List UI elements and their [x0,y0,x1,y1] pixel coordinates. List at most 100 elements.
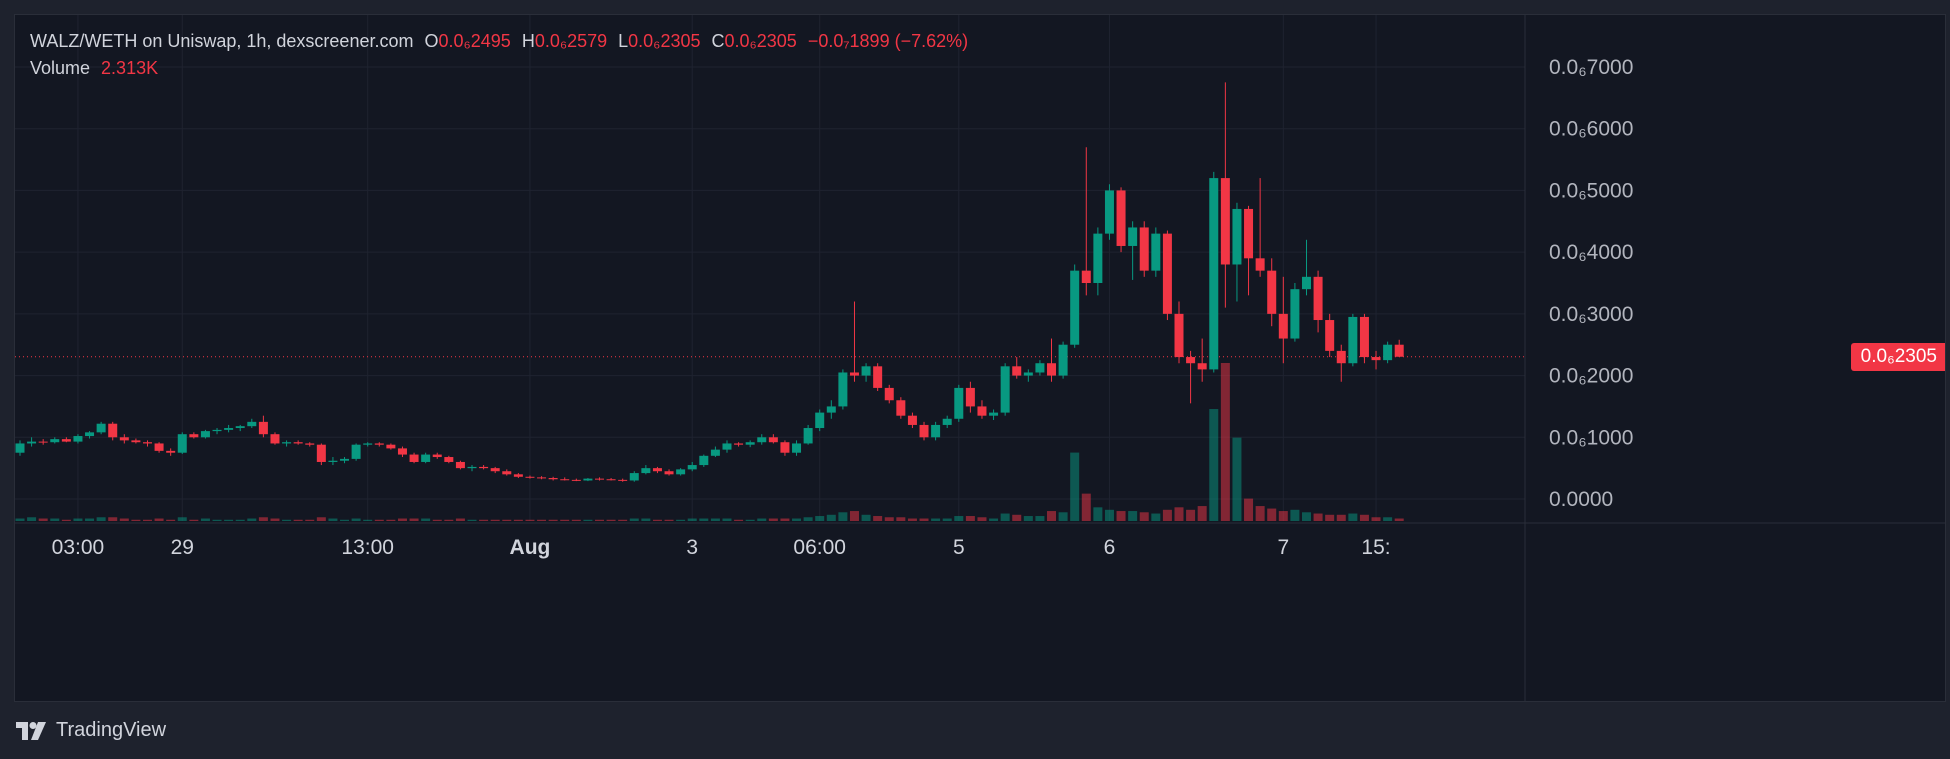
volume-bar [652,519,662,521]
volume-bar [826,514,836,521]
volume-bar [467,519,477,521]
volume-bar [618,519,628,521]
volume-bar [1070,452,1080,521]
candle-body [826,406,836,413]
volume-bar [525,519,535,521]
candle-body [270,434,280,444]
candle-body [421,454,431,462]
volume-bar [189,519,199,521]
price-tick-label: 0.0₆1000 [1549,426,1633,449]
candle-body [815,412,825,429]
candle-body [861,366,871,376]
candle-body [1174,313,1184,358]
candle-body [340,458,350,461]
candle-body [61,439,71,442]
volume-bar [629,518,639,521]
candle-body [1012,366,1022,376]
candle-body [780,442,790,453]
candle-body [1116,190,1126,246]
candle-body [745,442,755,445]
volume-bar [768,518,778,521]
candle-body [166,450,176,453]
price-axis: 0.0000 0.0₆1000 0.0₆2000 0.0₆3000 0.0₆4000 0.… [1549,56,1633,511]
candle-body [792,443,802,453]
candle-body [200,431,210,438]
volume-bar [270,518,280,521]
volume-bar [61,519,71,521]
volume-bar [699,518,709,521]
volume-bar [154,518,164,521]
open-label: O [424,31,439,51]
candle-body [142,442,152,444]
volume-bar [849,511,859,521]
volume-bar [907,518,917,521]
candle-body [1058,344,1068,376]
volume-bar [803,517,813,521]
candle-body [1186,357,1196,364]
candle-body [247,421,257,427]
candle-body [1070,270,1080,345]
volume-bar [931,518,941,521]
candle-body [1301,276,1311,290]
candle-body [409,454,419,462]
candle-body [710,449,720,456]
candle-body [1000,366,1010,413]
candle-body [258,421,268,435]
volume-bar [1162,509,1172,521]
volume-bar [316,517,326,521]
candle-body [15,443,25,453]
volume-bar [1081,493,1091,521]
volume-bar [1139,512,1149,521]
chart-frame[interactable]: 0.0000 0.0₆1000 0.0₆2000 0.0₆3000 0.0₆4000 0.… [14,14,1946,702]
candle-body [224,428,234,430]
candle-body [1359,316,1369,358]
volume-bar [247,518,257,521]
volume-bar [363,519,373,521]
volume-bar [595,519,604,521]
volume-bar [397,518,407,521]
candle-body [1104,190,1114,234]
close-label: C [711,31,725,51]
candle-body [722,443,732,450]
candle-body [548,478,558,480]
volume-bar [119,518,129,521]
volume-bar [455,518,465,521]
volume-bar [1255,506,1265,521]
candle-body [629,473,639,481]
volume-bar [224,519,234,521]
candle-body [676,469,686,475]
candle-body [641,468,651,474]
candle-body [363,443,373,445]
high-label: H [521,31,535,51]
candle-body [989,412,999,416]
candle-body [1220,178,1230,265]
volume-bar [1267,508,1277,521]
volume-bar [873,516,883,521]
price-chart[interactable]: 0.0000 0.0₆1000 0.0₆2000 0.0₆3000 0.0₆4000 0.… [15,15,1946,702]
open-value: 0.0₆2495 [438,31,511,51]
volume-bar [513,519,523,521]
volume-bar [1012,514,1022,521]
volume-bar [664,519,674,521]
volume-bar [1058,512,1068,521]
volume-bar [861,514,871,521]
close-value: 0.0₆2305 [724,31,797,51]
candle-body [954,387,964,419]
volume-bar [73,518,83,521]
candle-body [1197,363,1207,370]
volume-bar [421,518,431,521]
volume-bar [305,519,315,521]
volume-bar [676,519,686,521]
volume-bar [131,519,141,521]
time-tick-label: 3 [686,536,698,559]
candle-body [351,444,361,459]
candle-body [235,426,245,429]
candle-body [907,415,917,425]
tradingview-logo[interactable]: TradingView [16,719,166,742]
volume-bar [571,519,581,521]
candle-body [189,434,199,438]
volume-bar [1313,513,1323,521]
candle-body [1383,344,1393,361]
candle-body [560,479,570,481]
time-tick-label: 7 [1277,536,1289,559]
